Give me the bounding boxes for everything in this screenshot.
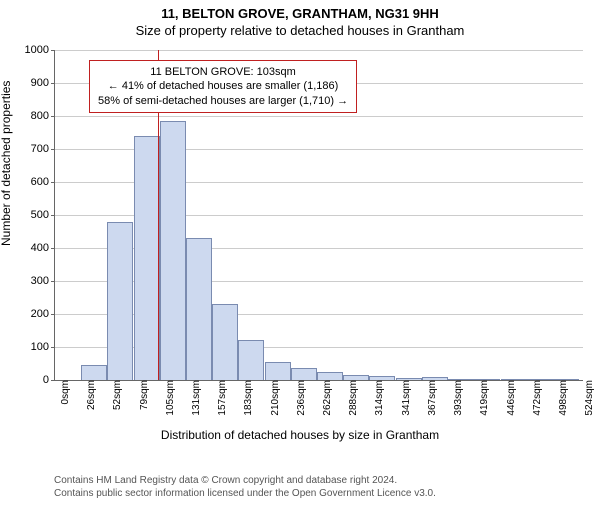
x-tick-label: 419sqm [477,380,490,416]
x-tick-label: 314sqm [372,380,385,416]
grid-line [55,50,583,51]
y-tick-label: 800 [31,110,55,122]
footer-attribution: Contains HM Land Registry data © Crown c… [54,474,436,500]
annotation-line: 11 BELTON GROVE: 103sqm [98,65,348,79]
y-tick-label: 0 [43,374,55,386]
x-tick-label: 210sqm [268,380,281,416]
x-tick-label: 367sqm [425,380,438,416]
annotation-line: 58% of semi-detached houses are larger (… [98,94,348,108]
plot-area: 010020030040050060070080090010000sqm26sq… [54,50,583,381]
x-tick-label: 131sqm [189,380,202,416]
x-tick-label: 26sqm [84,380,97,410]
x-tick-label: 183sqm [241,380,254,416]
y-tick-label: 700 [31,143,55,155]
histogram-bar [160,121,186,380]
x-tick-label: 52sqm [110,380,123,410]
y-axis-label: Number of detached properties [0,81,13,246]
y-tick-label: 500 [31,209,55,221]
grid-line [55,116,583,117]
chart-title-sub: Size of property relative to detached ho… [0,23,600,38]
y-tick-label: 600 [31,176,55,188]
y-tick-label: 900 [31,77,55,89]
annotation-box: 11 BELTON GROVE: 103sqm← 41% of detached… [89,60,357,113]
histogram-bar [186,238,212,380]
x-tick-label: 105sqm [163,380,176,416]
x-tick-label: 262sqm [320,380,333,416]
x-tick-label: 157sqm [215,380,228,416]
histogram-bar [212,304,238,380]
x-tick-label: 341sqm [399,380,412,416]
histogram-bar [107,222,133,380]
y-tick-label: 1000 [25,44,55,56]
x-tick-label: 498sqm [556,380,569,416]
x-tick-label: 393sqm [451,380,464,416]
x-tick-label: 0sqm [58,380,71,404]
histogram-bar [134,136,160,380]
chart-title-main: 11, BELTON GROVE, GRANTHAM, NG31 9HH [0,6,600,21]
histogram-bar [265,362,291,380]
y-tick-label: 400 [31,242,55,254]
y-tick-label: 200 [31,308,55,320]
x-tick-label: 236sqm [294,380,307,416]
x-axis-label: Distribution of detached houses by size … [0,428,600,442]
footer-line-1: Contains HM Land Registry data © Crown c… [54,474,436,487]
x-tick-label: 524sqm [582,380,595,416]
y-tick-label: 300 [31,275,55,287]
x-tick-label: 446sqm [504,380,517,416]
histogram-bar [238,340,264,380]
annotation-line: ← 41% of detached houses are smaller (1,… [98,79,348,93]
chart-container: Number of detached properties 0100200300… [0,46,600,446]
x-tick-label: 288sqm [346,380,359,416]
histogram-bar [317,372,343,380]
histogram-bar [81,365,107,380]
histogram-bar [291,368,317,380]
y-tick-label: 100 [31,341,55,353]
x-tick-label: 472sqm [530,380,543,416]
footer-line-2: Contains public sector information licen… [54,487,436,500]
x-tick-label: 79sqm [137,380,150,410]
